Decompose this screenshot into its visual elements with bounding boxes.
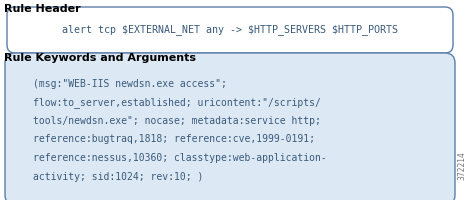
Text: reference:nessus,10360; classtype:web-application-: reference:nessus,10360; classtype:web-ap…	[33, 153, 327, 163]
Text: flow:to_server,established; uricontent:"/scripts/: flow:to_server,established; uricontent:"…	[33, 98, 321, 108]
Text: (msg:"WEB-IIS newdsn.exe access";: (msg:"WEB-IIS newdsn.exe access";	[33, 79, 227, 89]
Text: 372214: 372214	[458, 151, 467, 180]
FancyBboxPatch shape	[5, 53, 455, 200]
Text: Rule Keywords and Arguments: Rule Keywords and Arguments	[4, 53, 196, 63]
Text: activity; sid:1024; rev:10; ): activity; sid:1024; rev:10; )	[33, 171, 203, 182]
Text: tools/newdsn.exe"; nocase; metadata:service http;: tools/newdsn.exe"; nocase; metadata:serv…	[33, 116, 321, 126]
FancyBboxPatch shape	[7, 7, 453, 53]
Text: Rule Header: Rule Header	[4, 4, 81, 14]
Text: alert tcp $EXTERNAL_NET any -> $HTTP_SERVERS $HTTP_PORTS: alert tcp $EXTERNAL_NET any -> $HTTP_SER…	[62, 25, 398, 35]
Text: reference:bugtraq,1818; reference:cve,1999-0191;: reference:bugtraq,1818; reference:cve,19…	[33, 134, 315, 144]
